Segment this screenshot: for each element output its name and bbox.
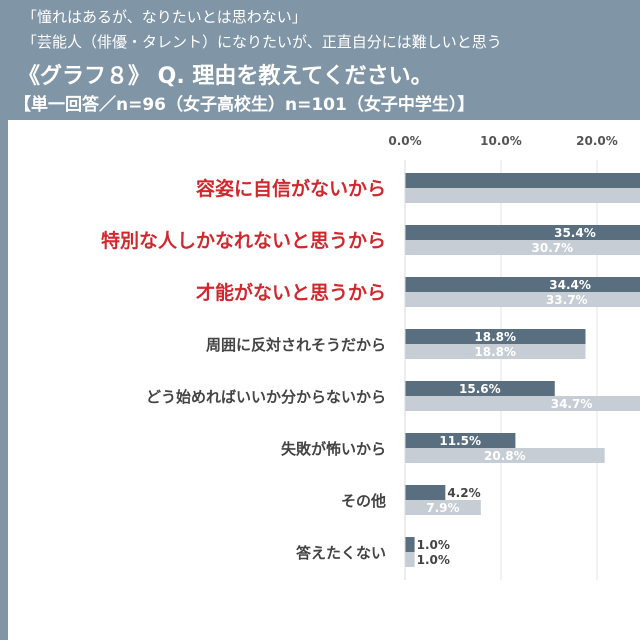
bar — [405, 485, 446, 500]
bar — [405, 433, 516, 448]
data-label: 1.0% — [417, 553, 450, 567]
bar — [405, 277, 640, 292]
x-tick-label: 10.0% — [480, 134, 522, 148]
data-label: 7.9% — [426, 501, 459, 515]
category-label: 答えたくない — [296, 544, 386, 562]
chart-panel — [8, 120, 640, 640]
data-label: 4.2% — [447, 486, 480, 500]
bar — [405, 329, 586, 344]
data-label: 18.8% — [474, 345, 516, 359]
x-tick-label: 20.0% — [576, 134, 618, 148]
category-label: 特別な人しかなれないと思うから — [101, 230, 386, 252]
header-line-1: 「憧れはあるが、なりたいとは思わない」 — [22, 8, 307, 26]
data-label: 18.8% — [474, 330, 516, 344]
data-label: 34.7% — [551, 397, 593, 411]
data-label: 33.7% — [546, 293, 588, 307]
category-label: 容姿に自信がないから — [196, 177, 386, 200]
category-label: その他 — [341, 492, 386, 510]
header-line-2: 「芸能人（俳優・タレント）になりたいが、正直自分には難しいと思う — [22, 33, 502, 51]
bar — [405, 552, 415, 567]
bar — [405, 396, 640, 411]
bar — [405, 381, 555, 396]
category-label: どう始めればいいか分からないから — [146, 388, 386, 406]
chart-header: 「憧れはあるが、なりたいとは思わない」 「芸能人（俳優・タレント）になりたいが、… — [0, 0, 640, 118]
data-label: 34.4% — [549, 278, 591, 292]
category-label: 失敗が怖いから — [281, 440, 386, 458]
bar — [405, 225, 640, 240]
bar — [405, 448, 605, 463]
category-label: 才能がないと思うから — [196, 281, 386, 304]
data-label: 20.8% — [484, 449, 526, 463]
bar — [405, 292, 640, 307]
data-label: 11.5% — [439, 434, 481, 448]
bar — [405, 240, 640, 255]
bar — [405, 344, 586, 359]
bar — [405, 188, 640, 203]
data-label: 1.0% — [417, 538, 450, 552]
bar — [405, 500, 481, 515]
bar — [405, 173, 640, 188]
x-tick-label: 0.0% — [388, 134, 421, 148]
sample-note: 【単一回答／n=96（女子高校生）n=101（女子中学生）】 — [14, 95, 475, 115]
category-label: 周囲に反対されそうだから — [206, 336, 386, 354]
bar — [405, 537, 415, 552]
data-label: 35.4% — [554, 226, 596, 240]
data-label: 15.6% — [459, 382, 501, 396]
data-label: 30.7% — [532, 241, 574, 255]
chart-title: 《グラフ８》 Q. 理由を教えてください。 — [18, 64, 433, 89]
